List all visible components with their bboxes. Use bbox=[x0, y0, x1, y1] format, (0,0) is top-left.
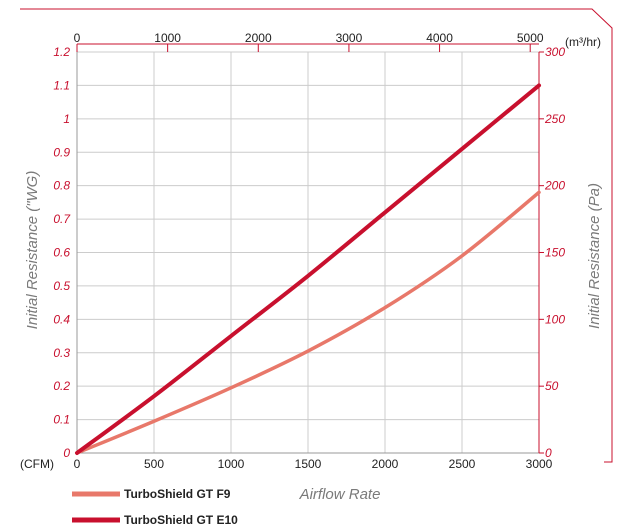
y-tick-left: 1.1 bbox=[53, 78, 70, 92]
x-unit-top: (m³/hr) bbox=[565, 35, 601, 49]
series-line-f9 bbox=[75, 190, 541, 455]
x-tick-top: 2000 bbox=[245, 31, 272, 45]
y-axis-title-right: Initial Resistance (Pa) bbox=[586, 183, 603, 329]
frame-border bbox=[20, 8, 613, 463]
y-tick-right: 250 bbox=[544, 112, 565, 126]
y-tick-right: 100 bbox=[545, 312, 565, 326]
y-tick-left: 0.9 bbox=[53, 145, 70, 159]
y-tick-left: 0.3 bbox=[53, 346, 70, 360]
x-tick-bottom: 1000 bbox=[218, 457, 245, 471]
y-tick-left: 0 bbox=[63, 446, 70, 460]
x-tick-bottom: 2500 bbox=[449, 457, 476, 471]
y-tick-left: 0.4 bbox=[53, 312, 70, 326]
x-tick-top: 0 bbox=[74, 31, 81, 45]
legend-label-e10: TurboShield GT E10 bbox=[124, 513, 238, 527]
y-tick-left: 0.5 bbox=[53, 279, 70, 293]
y-tick-left: 1 bbox=[63, 112, 70, 126]
x-tick-bottom: 500 bbox=[144, 457, 164, 471]
x-tick-top: 3000 bbox=[336, 31, 363, 45]
series-line-e10 bbox=[75, 83, 541, 455]
y-tick-left: 0.2 bbox=[53, 379, 70, 393]
y-tick-right: 150 bbox=[545, 246, 565, 260]
y-tick-left: 0.8 bbox=[53, 179, 70, 193]
y-tick-right: 300 bbox=[545, 45, 565, 59]
y-tick-right: 200 bbox=[544, 179, 565, 193]
x-tick-top: 5000 bbox=[517, 31, 544, 45]
y-axis-title-left: Initial Resistance ("WG) bbox=[24, 171, 41, 330]
x-unit-bottom: (CFM) bbox=[20, 457, 54, 471]
x-tick-bottom: 0 bbox=[74, 457, 81, 471]
legend: TurboShield GT F9 TurboShield GT E10 bbox=[72, 487, 238, 527]
x-tick-bottom: 2000 bbox=[372, 457, 399, 471]
x-tick-bottom: 3000 bbox=[526, 457, 553, 471]
y-tick-right: 0 bbox=[545, 446, 552, 460]
legend-label-f9: TurboShield GT F9 bbox=[124, 487, 231, 501]
y-tick-left: 0.7 bbox=[53, 212, 71, 226]
series-lines bbox=[75, 83, 541, 455]
tick-labels: 0 500 1000 1500 2000 2500 300000.10.20.30.40.5… bbox=[53, 31, 565, 471]
x-axis-title: Airflow Rate bbox=[299, 486, 381, 503]
axes bbox=[76, 43, 544, 454]
grid bbox=[76, 51, 540, 454]
x-tick-top: 4000 bbox=[426, 31, 453, 45]
y-tick-right: 50 bbox=[545, 379, 559, 393]
y-tick-left: 0.6 bbox=[53, 246, 70, 260]
x-tick-top: 1000 bbox=[154, 31, 181, 45]
y-tick-left: 0.1 bbox=[53, 413, 70, 427]
y-tick-left: 1.2 bbox=[53, 45, 70, 59]
x-tick-bottom: 1500 bbox=[295, 457, 322, 471]
